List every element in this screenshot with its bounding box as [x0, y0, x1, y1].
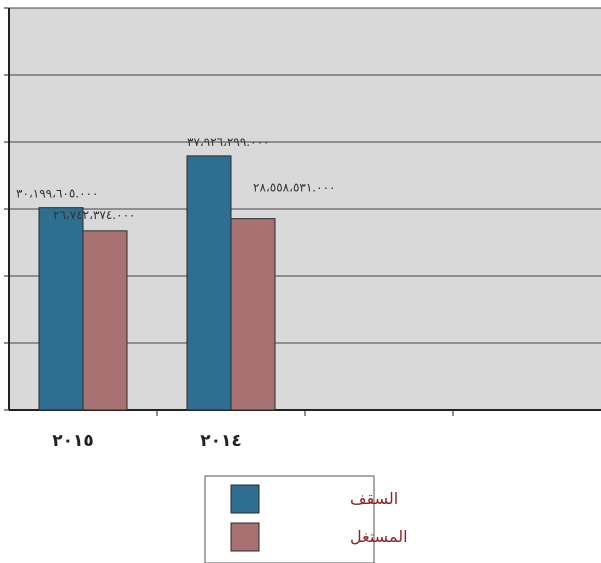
legend-label-utilized: المستغل: [350, 527, 408, 546]
bar-ceiling-0: [38, 207, 84, 411]
data-label-ceiling-1: ٣٧،٩٢٦،٢٩٩.٠٠٠: [187, 135, 269, 149]
bar-utilized-1: [230, 218, 276, 411]
category-label-1: ٢٠١٤: [200, 431, 242, 451]
bars: [38, 155, 276, 411]
data-label-utilized-1: ٢٨،٥٥٨،٥٣١.٠٠٠: [253, 181, 335, 195]
category-label-0: ٢٠١٥: [52, 431, 94, 451]
legend-swatch-ceiling: [230, 484, 260, 514]
legend-box: [204, 475, 375, 563]
data-label-utilized-0: ٢٦،٧٤٢،٣٧٤.٠٠٠: [53, 208, 135, 222]
legend-label-ceiling: السقف: [350, 489, 398, 508]
legend-swatch-utilized: [230, 522, 260, 552]
bar-ceiling-1: [186, 155, 232, 411]
bar-utilized-0: [82, 230, 128, 411]
data-labels: ٣٠،١٩٩،٦٠٥.٠٠٠ ٢٦،٧٤٢،٣٧٤.٠٠٠ ٣٧،٩٢٦،٢٩٩.٠…: [16, 135, 335, 222]
category-labels: ٢٠١٥ ٢٠١٤: [52, 431, 242, 451]
data-label-ceiling-0: ٣٠،١٩٩،٦٠٥.٠٠٠: [16, 187, 98, 201]
legend: السقف المستغل: [204, 475, 408, 563]
